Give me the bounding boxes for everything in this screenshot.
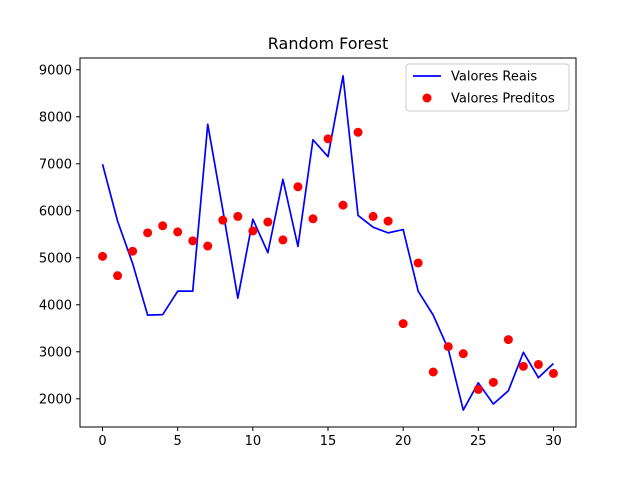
data-point: [488, 377, 498, 387]
data-point: [338, 200, 348, 210]
data-point: [458, 349, 468, 359]
legend-label: Valores Reais: [451, 70, 537, 85]
data-point: [428, 367, 438, 377]
data-point: [143, 228, 153, 238]
data-point: [368, 211, 378, 221]
data-point: [533, 359, 543, 369]
data-point: [503, 335, 513, 345]
x-tick-label: 10: [245, 434, 262, 449]
x-tick-label: 5: [174, 434, 182, 449]
y-tick-label: 5000: [39, 251, 72, 266]
data-point: [353, 127, 363, 137]
data-point: [308, 214, 318, 224]
data-point: [518, 361, 528, 371]
x-tick-label: 30: [545, 434, 562, 449]
x-tick-label: 20: [395, 434, 412, 449]
y-tick-label: 7000: [39, 157, 72, 172]
legend-box: [405, 63, 570, 112]
legend: Valores Reais Valores Preditos: [405, 63, 570, 112]
data-point: [113, 271, 123, 281]
data-point: [263, 217, 273, 227]
data-point: [278, 235, 288, 245]
series-line-1: [101, 75, 555, 411]
plot-area: 0 5 10 15 20 25 30 2000 3000 4000 5000 6000 7000 8000…: [39, 57, 577, 449]
data-point: [173, 227, 183, 237]
x-tick-label: 15: [320, 434, 337, 449]
data-point: [398, 319, 408, 329]
x-tick-label: 25: [470, 434, 487, 449]
data-point: [383, 216, 393, 226]
data-point: [248, 226, 258, 236]
data-point: [548, 368, 558, 378]
data-point: [233, 211, 243, 221]
y-tick-label: 4000: [39, 298, 72, 313]
data-point: [188, 236, 198, 246]
data-point: [443, 342, 453, 352]
data-point: [473, 384, 483, 394]
y-tick-label: 3000: [39, 345, 72, 360]
data-point: [203, 241, 213, 251]
y-tick-label: 2000: [39, 392, 72, 407]
y-tick-label: 6000: [39, 204, 72, 219]
chart-title: Random Forest: [268, 34, 388, 53]
y-tick-label: 8000: [39, 110, 72, 125]
data-point: [413, 258, 423, 268]
data-point: [158, 221, 168, 231]
y-tick-label: 9000: [39, 63, 72, 78]
data-point: [218, 215, 228, 225]
x-tick-label: 0: [98, 434, 106, 449]
legend-dot-marker: [422, 93, 432, 103]
data-point: [293, 182, 303, 192]
data-point: [98, 251, 108, 261]
data-point: [323, 134, 333, 144]
legend-label: Valores Preditos: [451, 92, 555, 107]
data-point: [128, 246, 138, 256]
axes-frame: [79, 57, 577, 428]
